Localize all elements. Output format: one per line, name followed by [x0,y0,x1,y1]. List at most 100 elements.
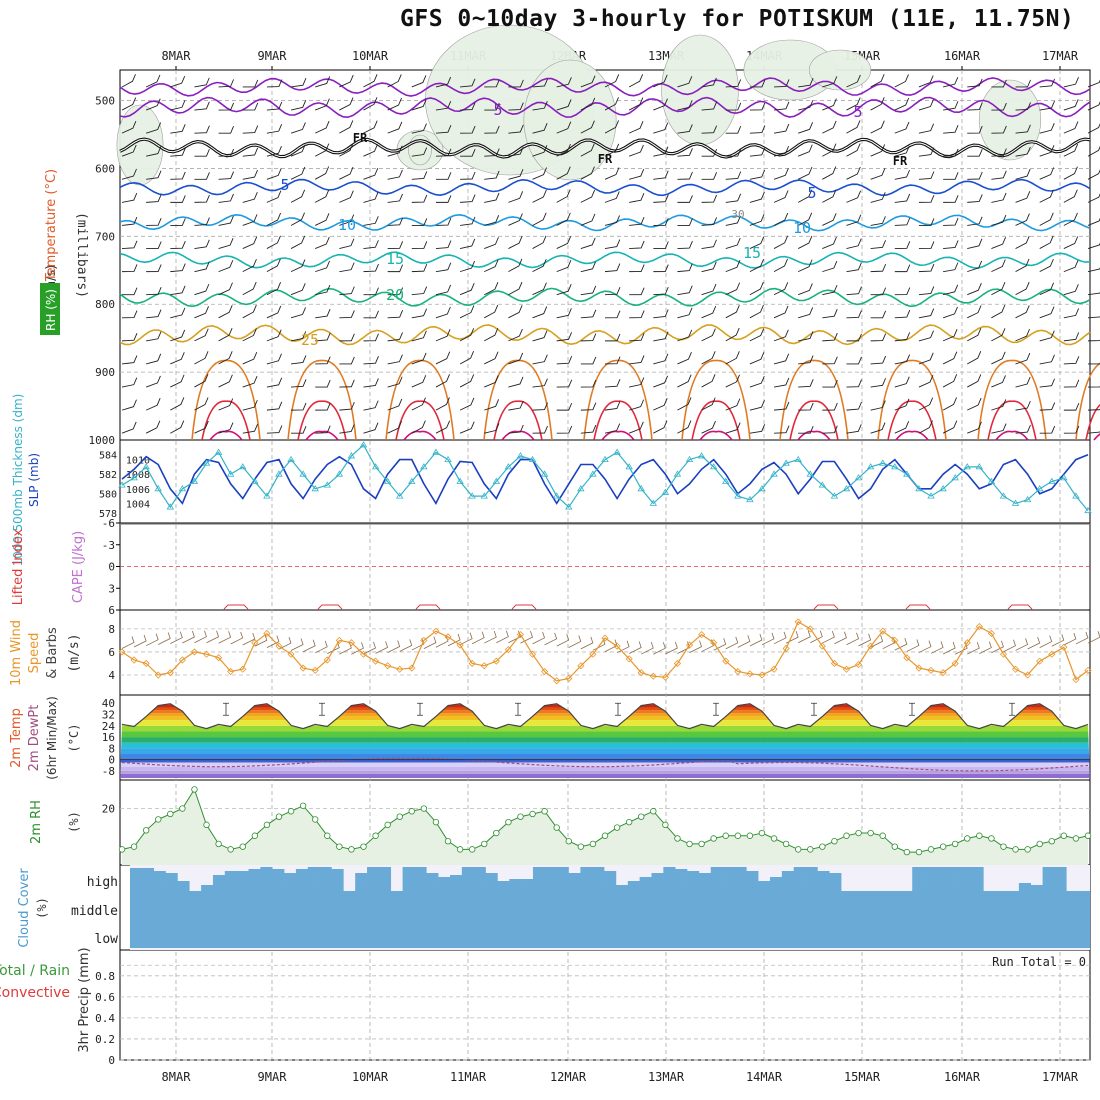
slp-marker [758,485,766,492]
wind-barb [145,420,161,434]
wind-barb [508,376,524,388]
pressure-level-label: 600 [95,162,115,175]
wind-barb [628,121,644,134]
wind-barb [387,217,404,226]
wind-barb [677,148,693,157]
wind-barb [460,171,476,180]
rh-marker [746,832,754,839]
wind-barb [266,377,283,388]
rh-marker [191,786,198,793]
wind-barb [387,169,403,180]
date-label-bottom: 14MAR [746,1070,783,1084]
wind-barb [387,264,404,273]
surface-wind-barb [725,636,739,650]
cloud-high-bar [947,867,960,891]
wind-barb [943,262,959,273]
slp-marker [299,470,307,477]
wind-barb [121,120,137,134]
wind-barb [846,424,862,434]
contour-label: 20 [386,286,404,304]
rh-marker [964,835,971,842]
wind-barb [266,212,282,226]
surface-wind-barb [810,630,823,644]
wind-barb [798,77,814,88]
wind-barb [1015,102,1031,111]
temp-band [120,710,1090,714]
temperature-contour [119,96,1091,119]
slp-marker [685,455,694,462]
surface-wind-barb [906,639,920,652]
wind-speed-marker [178,656,186,664]
wind-barb [435,374,450,388]
wind-barb [1015,352,1031,365]
rh-marker [650,808,657,815]
wind-barb [725,351,740,365]
wind-barb [242,281,257,296]
contour-label: FR [598,152,613,166]
wind-barb [266,305,282,319]
cloud-high-bar [367,867,380,891]
wind-barb [315,213,330,226]
wind-barb [604,310,621,319]
surface-wind-barb [628,641,642,654]
wind-barb [822,332,838,342]
rh-marker [1060,832,1068,839]
wind-barb [170,171,186,180]
wind-speed-marker [492,657,500,665]
slp-marker [1060,474,1068,481]
minmax-errorbar [319,702,325,716]
wind-barb [1087,145,1100,157]
surface-wind-barb [230,631,244,645]
wind-barb [1015,168,1031,180]
wind-barb [484,148,500,157]
cloud-high-bar [971,867,984,891]
wind-barb [532,235,547,249]
wind-speed-marker [287,650,295,658]
wind-barb [218,193,234,203]
wind-barb [1063,76,1079,88]
wind-barb [943,172,959,180]
cloud-high-bar [1042,867,1055,891]
wind-barb [218,215,234,226]
cloud-low-label: low [95,932,119,947]
rh-marker [215,840,222,848]
wind-barb [822,76,838,88]
surface-wind-barb [447,633,461,647]
cloud-high-bar [817,871,830,891]
wind-barb [653,170,669,180]
wind-barb [460,216,476,226]
wind-barb [266,425,283,434]
wind-barb [822,120,837,134]
wind-barb [822,143,837,157]
temperature-contour [119,287,1091,308]
slp-marker [1048,477,1056,484]
wind-barb [1015,281,1030,296]
wind-barb [870,355,887,365]
wind-barb [170,329,186,342]
wind-speed-marker [1060,643,1068,651]
wind-barb [532,306,548,319]
rh-marker [577,843,585,850]
wind-barb [1015,79,1031,88]
wind-speed-marker [553,677,561,685]
surface-hot-contour [305,430,339,441]
wind-barb [435,351,451,365]
wind-barb [532,78,548,88]
slp-marker [335,470,344,477]
wind-barb [1063,99,1079,111]
wind-barb [363,120,378,134]
wind-barb [242,424,258,434]
rh-marker [1024,846,1031,853]
wind-barb [991,281,1006,296]
wind-barb [242,399,258,411]
wind-barb [870,400,886,411]
wind-speed-marker [782,644,790,653]
rh-marker [843,832,850,839]
wind-barb [290,122,306,134]
minmax-errorbar [223,702,229,716]
rh-marker [951,840,959,848]
wind-speed-marker [975,622,983,631]
slp-marker [697,452,706,459]
wind-barb [484,351,499,365]
ylabel-speed: Speed [27,633,42,674]
